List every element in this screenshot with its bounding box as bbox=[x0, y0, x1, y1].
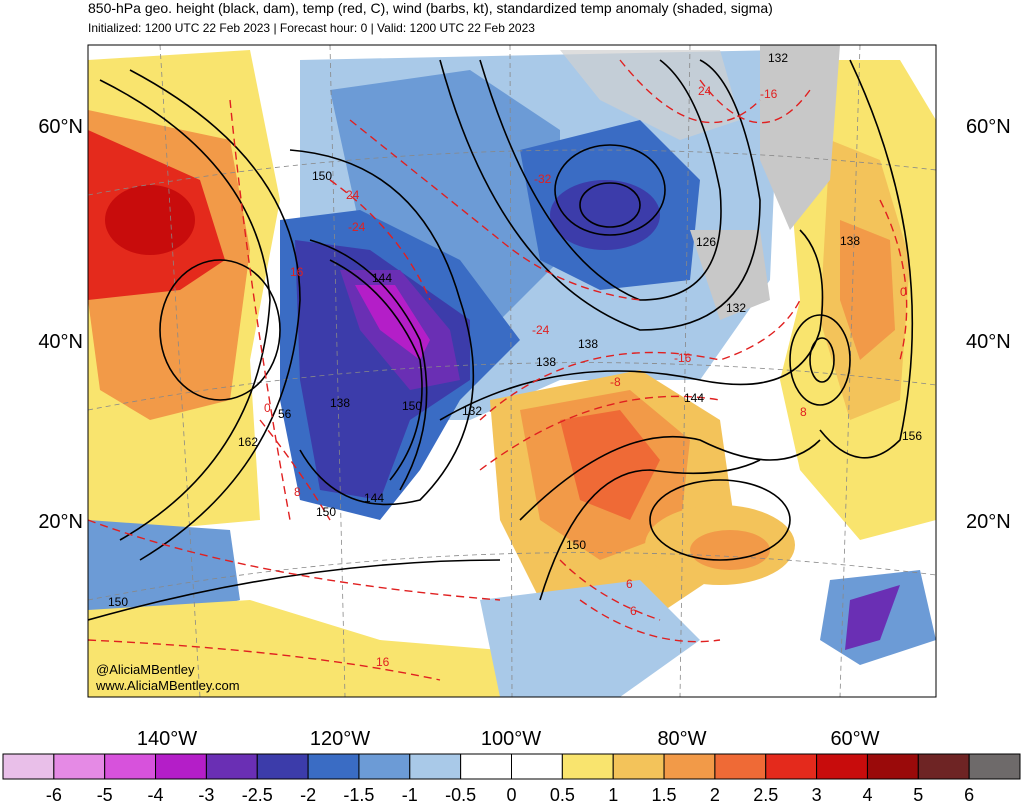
colorbar-label: 3 bbox=[812, 785, 822, 805]
contour-label: 150 bbox=[312, 169, 332, 183]
colorbar-box bbox=[256, 753, 309, 780]
contour-label: 144 bbox=[364, 491, 384, 505]
contour-label: 132 bbox=[726, 301, 746, 315]
contour-label: 138 bbox=[536, 355, 556, 369]
temp-label: 6 bbox=[630, 604, 637, 618]
lat-label: 20°N bbox=[38, 511, 83, 533]
axis-labels: 60°N 40°N 20°N 60°N 40°N 20°N 140°W 120°… bbox=[38, 116, 1010, 750]
map-shading bbox=[88, 45, 936, 697]
temp-label: 6 bbox=[626, 577, 633, 591]
colorbar-label: -0.5 bbox=[445, 785, 476, 805]
colorbar-label: -3 bbox=[198, 785, 214, 805]
temp-label: -32 bbox=[534, 172, 552, 186]
colorbar-label: 0.5 bbox=[550, 785, 575, 805]
colorbar-label: 0 bbox=[506, 785, 516, 805]
colorbar-box bbox=[968, 753, 1021, 780]
temp-label: 16 bbox=[376, 655, 390, 669]
temp-label: -16 bbox=[674, 351, 692, 365]
colorbar-label: 1 bbox=[608, 785, 618, 805]
colorbar: -6 -5 -4 -3 -2.5 -2 -1.5 -1 -0.5 0 0.5 1 1.5 2 2.5 3 4 5 6 bbox=[2, 753, 1021, 805]
temp-labels: 24 -32 -24 -16 -8 0 8 8 16 24 0 16 6 6 -… bbox=[264, 84, 907, 669]
lon-label: 140°W bbox=[137, 728, 197, 750]
contour-label: 150 bbox=[316, 505, 336, 519]
colorbar-label: -4 bbox=[148, 785, 164, 805]
temp-label: 24 bbox=[346, 188, 360, 202]
colorbar-box bbox=[460, 753, 512, 780]
contour-label: 144 bbox=[684, 391, 704, 405]
temp-label: 0 bbox=[900, 285, 907, 299]
contour-label: 144 bbox=[372, 271, 392, 285]
lat-label: 60°N bbox=[966, 116, 1011, 138]
colorbar-box bbox=[511, 753, 563, 780]
lon-label: 60°W bbox=[830, 728, 879, 750]
temp-label: -16 bbox=[760, 87, 778, 101]
height-labels: 150 144 138 132 126 162 156 150 144 138 … bbox=[108, 51, 922, 609]
colorbar-box bbox=[155, 753, 207, 780]
subtitle: Initialized: 1200 UTC 22 Feb 2023 | Fore… bbox=[88, 21, 535, 35]
colorbar-box bbox=[917, 753, 970, 780]
contour-label: 126 bbox=[696, 235, 716, 249]
temp-label: -24 bbox=[532, 323, 550, 337]
colorbar-box bbox=[409, 753, 462, 780]
colorbar-label: 2.5 bbox=[753, 785, 778, 805]
colorbar-box bbox=[561, 753, 614, 780]
colorbar-label: 4 bbox=[862, 785, 872, 805]
lon-label: 80°W bbox=[657, 728, 706, 750]
colorbar-label: -6 bbox=[46, 785, 62, 805]
colorbar-box bbox=[104, 753, 157, 780]
colorbar-box bbox=[866, 753, 919, 780]
colorbar-box bbox=[2, 753, 55, 780]
contour-label: 150 bbox=[108, 595, 128, 609]
colorbar-label: -1 bbox=[402, 785, 418, 805]
colorbar-box bbox=[612, 753, 665, 780]
colorbar-box bbox=[765, 753, 818, 780]
contour-label: 156 bbox=[902, 429, 922, 443]
contour-label: 138 bbox=[840, 234, 860, 248]
contour-label: 150 bbox=[566, 538, 586, 552]
colorbar-label: -2 bbox=[300, 785, 316, 805]
colorbar-label: 5 bbox=[913, 785, 923, 805]
temp-label: 8 bbox=[294, 485, 301, 499]
colorbar-box bbox=[53, 753, 106, 780]
colorbar-box bbox=[714, 753, 767, 780]
contour-label: 132 bbox=[768, 51, 788, 65]
colorbar-box bbox=[205, 753, 258, 780]
temp-label: 8 bbox=[800, 405, 807, 419]
map-frame bbox=[87, 44, 937, 698]
contour-label: 138 bbox=[578, 337, 598, 351]
lon-label: 120°W bbox=[310, 728, 370, 750]
colorbar-box bbox=[358, 753, 411, 780]
temp-label: 24 bbox=[698, 84, 712, 98]
credit: www.AliciaMBentley.com bbox=[95, 678, 240, 693]
colorbar-label: 6 bbox=[964, 785, 974, 805]
temp-label: -8 bbox=[610, 375, 621, 389]
contour-label: 56 bbox=[278, 407, 292, 421]
lat-label: 20°N bbox=[966, 511, 1011, 533]
temp-label: 0 bbox=[264, 401, 271, 415]
colorbar-box bbox=[816, 753, 868, 780]
contour-label: 162 bbox=[238, 435, 258, 449]
colorbar-label: 1.5 bbox=[652, 785, 677, 805]
lat-label: 60°N bbox=[38, 116, 83, 138]
colorbar-box bbox=[307, 753, 360, 780]
colorbar-label: -2.5 bbox=[242, 785, 273, 805]
credit: @AliciaMBentley bbox=[96, 662, 195, 677]
colorbar-label: -5 bbox=[97, 785, 113, 805]
lon-label: 100°W bbox=[481, 728, 541, 750]
contour-label: 150 bbox=[402, 399, 422, 413]
title: 850-hPa geo. height (black, dam), temp (… bbox=[88, 0, 773, 16]
colorbar-box bbox=[663, 753, 716, 780]
temp-label: -24 bbox=[348, 220, 366, 234]
temp-label: 16 bbox=[290, 265, 304, 279]
lat-label: 40°N bbox=[38, 331, 83, 353]
lat-label: 40°N bbox=[966, 331, 1011, 353]
contour-label: 138 bbox=[330, 396, 350, 410]
contour-label: 132 bbox=[462, 404, 482, 418]
colorbar-label: 2 bbox=[710, 785, 720, 805]
colorbar-label: -1.5 bbox=[343, 785, 374, 805]
